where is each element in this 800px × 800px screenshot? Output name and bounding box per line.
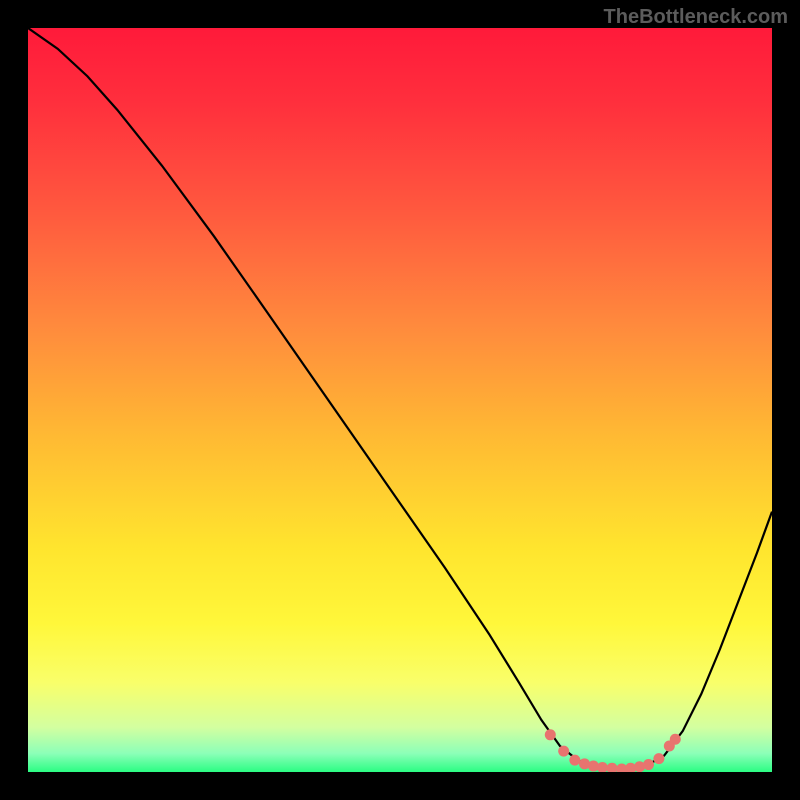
curve-marker [558, 746, 569, 757]
curve-marker [670, 734, 681, 745]
curve-marker [607, 763, 618, 772]
watermark-text: TheBottleneck.com [604, 6, 788, 29]
plot-area [28, 28, 772, 772]
bottleneck-curve [28, 28, 772, 769]
curve-marker [569, 755, 580, 766]
curve-layer [28, 28, 772, 772]
curve-marker [643, 759, 654, 770]
curve-marker [597, 762, 608, 772]
curve-marker [653, 753, 664, 764]
marker-group [545, 729, 681, 772]
curve-marker [545, 729, 556, 740]
